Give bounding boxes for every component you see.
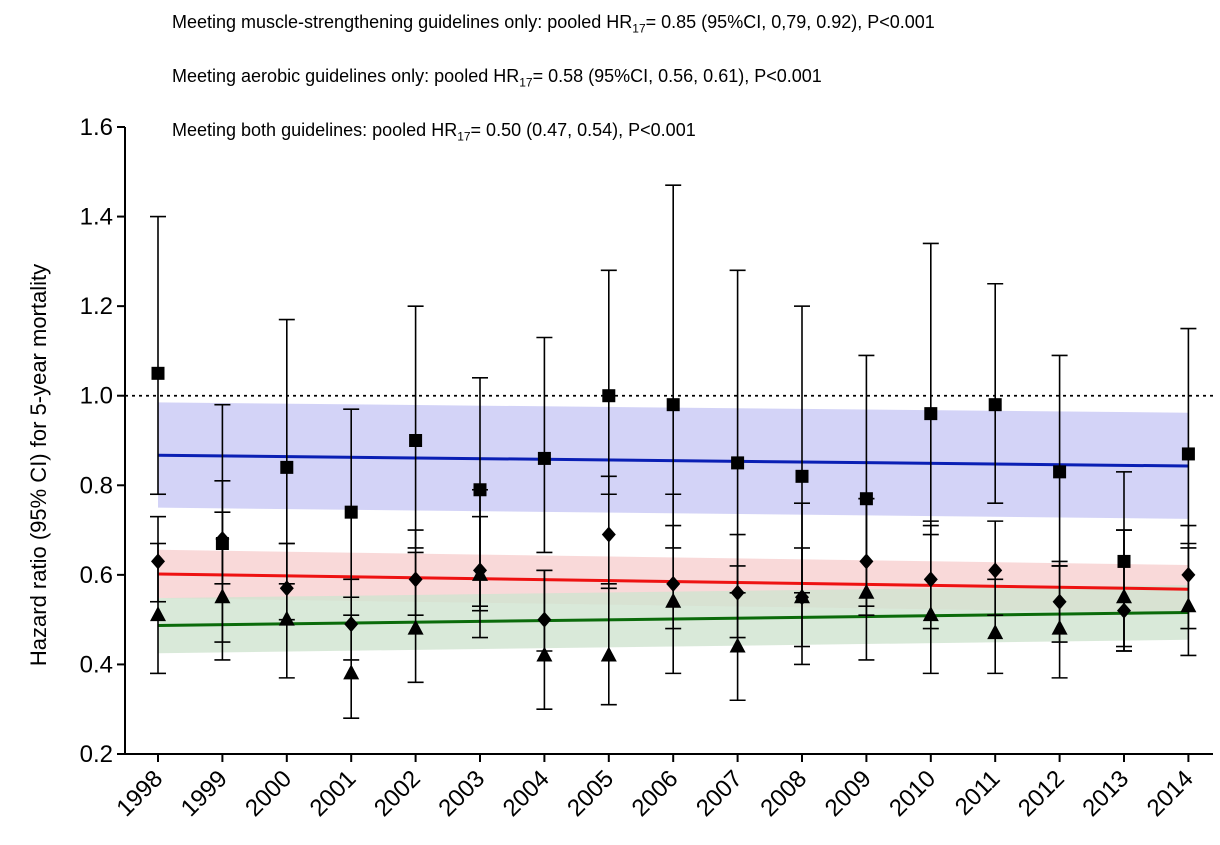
diamond-marker	[1052, 593, 1067, 610]
triangle-marker	[150, 606, 166, 622]
error-bar	[987, 282, 1004, 505]
square-marker	[924, 407, 938, 421]
y-axis-label: Hazard ratio (95% CI) for 5-year mortali…	[26, 264, 51, 666]
triangle-marker	[987, 624, 1004, 640]
diamond-marker	[730, 584, 745, 601]
square-marker	[795, 469, 809, 483]
x-tick-label: 2012	[1013, 765, 1070, 822]
x-tick-label: 2013	[1077, 765, 1134, 822]
triangle-marker	[536, 646, 553, 662]
triangle-marker	[343, 664, 360, 680]
square-marker	[988, 398, 1002, 412]
triangle-marker	[1051, 619, 1068, 635]
x-tick-label: 2002	[369, 765, 426, 822]
x-tick-label: 2007	[691, 765, 748, 822]
error-bar	[536, 569, 553, 711]
error-bar	[536, 336, 553, 554]
diamond-marker	[601, 526, 616, 543]
x-tick-label: 2010	[884, 765, 941, 822]
y-tick-label: 0.8	[80, 472, 113, 499]
triangle-marker	[1116, 588, 1132, 604]
square-marker	[602, 389, 616, 403]
annotation-muscle: Meeting muscle-strengthening guidelines …	[172, 12, 935, 36]
square-marker	[1117, 554, 1131, 568]
x-tick-label: 2008	[755, 765, 812, 822]
triangle-marker	[729, 637, 746, 653]
diamond-marker	[537, 611, 552, 628]
diamond-marker	[666, 575, 681, 592]
x-tick-label: 1999	[176, 765, 233, 822]
y-tick-label: 1.0	[80, 383, 113, 410]
x-tick-label: 2000	[240, 765, 297, 822]
square-marker	[731, 456, 745, 470]
y-tick-label: 1.2	[80, 293, 113, 320]
y-tick-label: 1.4	[80, 204, 113, 231]
error-bar	[922, 524, 939, 675]
square-marker	[537, 451, 551, 465]
diamond-marker	[1181, 566, 1196, 583]
triangle-marker	[214, 588, 231, 604]
square-marker	[666, 398, 680, 412]
square-marker	[1053, 465, 1067, 479]
triangle-marker	[665, 592, 682, 608]
x-tick-label: 1998	[111, 765, 168, 822]
triangle-marker	[794, 588, 810, 604]
triangle-marker	[600, 646, 617, 662]
square-marker	[151, 366, 165, 380]
error-bar	[794, 502, 810, 666]
diamond-marker	[408, 571, 423, 588]
diamond-marker	[1117, 602, 1131, 619]
diamond-marker	[344, 616, 359, 633]
data-markers	[150, 366, 1197, 680]
y-tick-label: 1.6	[80, 114, 113, 141]
y-tick-label: 0.4	[80, 651, 113, 678]
square-marker	[859, 492, 873, 506]
diamond-marker	[151, 553, 165, 570]
error-bar	[150, 215, 166, 496]
triangle-marker	[1180, 597, 1197, 613]
x-tick-label: 2003	[433, 765, 490, 822]
triangle-marker	[407, 619, 424, 635]
x-tick-label: 2006	[627, 765, 684, 822]
square-marker	[344, 505, 358, 519]
y-tick-label: 0.6	[80, 562, 113, 589]
x-tick-label: 2009	[820, 765, 877, 822]
x-tick-label: 2014	[1142, 765, 1199, 822]
square-marker	[280, 460, 294, 474]
square-marker	[1181, 447, 1195, 461]
diamond-marker	[279, 580, 294, 597]
x-tick-label: 2004	[498, 765, 555, 822]
error-bar	[600, 583, 617, 706]
x-tick-label: 2005	[562, 765, 619, 822]
annotation-both: Meeting both guidelines: pooled HR17= 0.…	[172, 120, 696, 144]
x-tick-label: 2011	[950, 765, 1006, 821]
y-tick-label: 0.2	[80, 741, 113, 768]
annotation-aerobic: Meeting aerobic guidelines only: pooled …	[172, 66, 822, 90]
diamond-marker	[923, 571, 938, 588]
diamond-marker	[988, 562, 1003, 579]
square-marker	[409, 434, 423, 447]
triangle-marker	[472, 565, 488, 581]
square-marker	[473, 483, 487, 497]
diamond-marker	[859, 553, 874, 570]
triangle-marker	[922, 606, 939, 622]
triangle-marker	[278, 610, 295, 626]
x-tick-label: 2001	[305, 765, 362, 822]
diamond-marker	[215, 531, 230, 548]
triangle-marker	[858, 583, 875, 599]
